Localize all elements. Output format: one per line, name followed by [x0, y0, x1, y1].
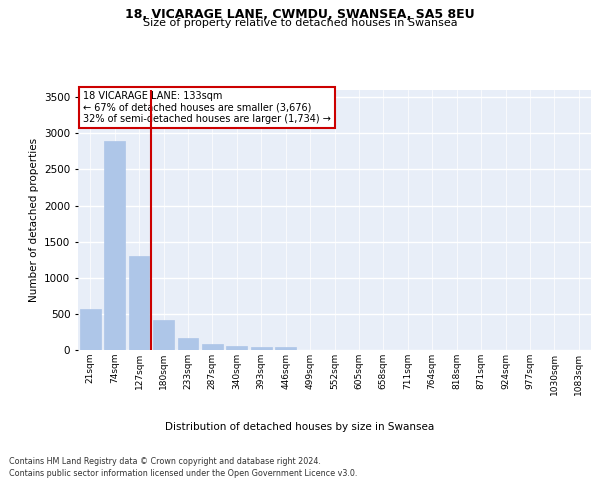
Bar: [178, 338, 199, 350]
Y-axis label: Number of detached properties: Number of detached properties: [29, 138, 38, 302]
Bar: [128, 256, 149, 350]
Bar: [104, 140, 125, 350]
Bar: [80, 309, 101, 350]
Text: Size of property relative to detached houses in Swansea: Size of property relative to detached ho…: [143, 18, 457, 28]
Text: 18 VICARAGE LANE: 133sqm
← 67% of detached houses are smaller (3,676)
32% of sem: 18 VICARAGE LANE: 133sqm ← 67% of detach…: [83, 92, 331, 124]
Text: Contains public sector information licensed under the Open Government Licence v3: Contains public sector information licen…: [9, 469, 358, 478]
Text: Distribution of detached houses by size in Swansea: Distribution of detached houses by size …: [166, 422, 434, 432]
Text: Contains HM Land Registry data © Crown copyright and database right 2024.: Contains HM Land Registry data © Crown c…: [9, 458, 321, 466]
Text: 18, VICARAGE LANE, CWMDU, SWANSEA, SA5 8EU: 18, VICARAGE LANE, CWMDU, SWANSEA, SA5 8…: [125, 8, 475, 20]
Bar: [202, 344, 223, 350]
Bar: [251, 347, 272, 350]
Bar: [153, 320, 174, 350]
Bar: [226, 346, 247, 350]
Bar: [275, 347, 296, 350]
